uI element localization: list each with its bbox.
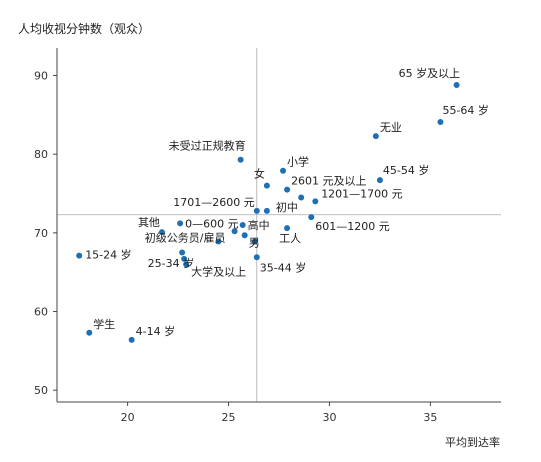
scatter-point [263,182,270,189]
point-label: 0—600 元 [185,217,239,230]
scatter-point [183,261,190,268]
point-label: 45-54 岁 [383,163,429,177]
y-tick-label: 50 [34,384,48,397]
point-label: 工人 [279,232,301,245]
point-label: 小学 [287,155,309,169]
scatter-point [237,156,244,163]
x-tick-label: 20 [121,411,135,424]
scatter-point [231,228,238,235]
point-label: 35-44 岁 [260,260,306,274]
point-label: 初级公务员/雇员 [145,231,226,245]
point-label: 601—1200 元 [315,220,390,233]
scatter-point [372,133,379,140]
scatter-point [177,220,184,227]
scatter-point [158,229,165,236]
scatter-point [308,214,315,221]
y-tick-label: 70 [34,227,48,240]
point-label: 学生 [93,317,115,331]
scatter-point [437,118,444,125]
point-label: 25-34 岁 [148,256,194,270]
scatter-point [181,255,188,262]
point-label: 无业 [380,121,402,134]
y-tick-label: 90 [34,70,48,83]
scatter-point [179,249,186,256]
scatter-point [241,232,248,239]
scatter-point [263,207,270,214]
point-label: 65 岁及以上 [399,66,461,80]
point-label: 男 [249,237,260,250]
y-axis-title: 人均收视分钟数（观众） [18,22,151,36]
scatter-point [239,222,246,228]
scatter-point [376,177,383,184]
scatter-point [251,238,258,245]
point-label: 1701—2600 元 [173,196,255,209]
scatter-point [86,329,93,336]
point-label: 2601 元及以上 [291,175,367,188]
point-label: 15-24 岁 [85,248,131,262]
grid-layer [57,48,501,402]
point-label: 其他 [138,216,160,229]
point-label: 初中 [276,200,298,214]
scatter-point [453,81,460,88]
x-tick-label: 30 [322,411,336,424]
point-label: 大学及以上 [191,264,246,278]
scatter-point [215,238,222,245]
point-label: 女 [254,167,265,181]
scatter-point [280,167,287,174]
axis-layer: 50 60 70 80 90 20 25 30 35 [34,48,501,424]
point-layer [76,81,460,343]
scatter-point [284,225,291,232]
point-label: 高中 [248,218,270,232]
x-tick-label: 35 [423,411,437,424]
scatter-point [128,336,135,343]
point-label: 1201—1700 元 [321,187,403,200]
scatter-point [253,207,260,214]
y-tick-label: 60 [34,306,48,319]
point-label: 未受过正规教育 [169,139,246,153]
scatter-point [298,194,305,201]
y-tick-label: 80 [34,148,48,161]
scatter-point [312,198,319,205]
scatter-point [284,186,291,193]
point-label: 55-64 岁 [442,103,488,117]
point-label: 4-14 岁 [136,324,175,338]
scatter-point [253,254,260,261]
x-tick-label: 25 [222,411,236,424]
scatter-point [76,252,83,259]
x-axis-title: 平均到达率 [445,436,500,449]
